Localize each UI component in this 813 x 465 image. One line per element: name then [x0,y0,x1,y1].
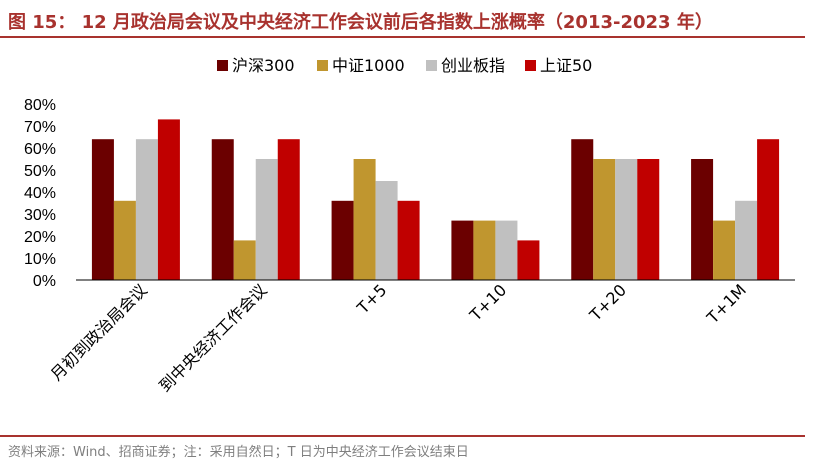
source-note: 资料来源：Wind、招商证券；注：采用自然日；T 日为中央经济工作会议结束日 [8,445,469,460]
bar [735,200,758,280]
bar-chart: 沪深300 中证1000 创业板指 上证50 0% 10% 20% 30% 40% 50% 60%… [24,56,795,396]
bar [255,159,278,280]
legend-label: 沪深300 [232,56,295,75]
bars [91,119,780,281]
bar [593,159,616,280]
figure-title: 图 15： 12 月政治局会议及中央经济工作会议前后各指数上涨概率（2013-2… [8,12,713,33]
legend-swatch [317,60,328,71]
x-tick-label: T+10 [465,280,510,325]
legend-swatch [426,60,437,71]
x-tick-label: 到中央经济工作会议 [155,280,270,395]
legend-label: 上证50 [540,56,592,75]
y-tick-label: 80% [24,97,56,114]
bar [233,240,256,280]
legend-label: 中证1000 [332,56,405,75]
legend-swatch [525,60,536,71]
bar [157,119,180,281]
bar [451,220,474,280]
bar [637,159,660,280]
bar [757,139,780,280]
bar [517,240,540,280]
bar [473,220,496,280]
bar [91,139,114,280]
bar [277,139,300,280]
bar [331,200,354,280]
y-tick-label: 0% [33,273,56,290]
title-divider [0,36,805,38]
y-tick-label: 50% [24,163,56,180]
bar [113,200,136,280]
y-tick-label: 10% [24,251,56,268]
x-tick-label: T+20 [585,280,630,325]
bar [375,181,398,280]
bar [397,200,420,280]
bar [211,139,234,280]
x-tick-label: 月初到政治局会议 [47,280,151,384]
x-axis: 月初到政治局会议 到中央经济工作会议 T+5 T+10 T+20 T+1M [47,279,795,396]
y-tick-label: 70% [24,119,56,136]
y-tick-label: 60% [24,141,56,158]
footer-divider [0,435,805,437]
y-tick-label: 20% [24,229,56,246]
y-tick-label: 30% [24,207,56,224]
x-tick-label: T+1M [702,280,749,327]
bar [691,159,714,280]
y-tick-label: 40% [24,185,56,202]
x-tick-label: T+5 [353,280,391,318]
bar [495,220,518,280]
bar [615,159,638,280]
y-axis: 0% 10% 20% 30% 40% 50% 60% 70% 80% [24,97,56,290]
legend-swatch [217,60,228,71]
legend: 沪深300 中证1000 创业板指 上证50 [217,56,592,75]
bar [135,139,158,280]
bar [713,220,736,280]
bar [353,159,376,280]
legend-label: 创业板指 [441,56,505,75]
bar [571,139,594,280]
